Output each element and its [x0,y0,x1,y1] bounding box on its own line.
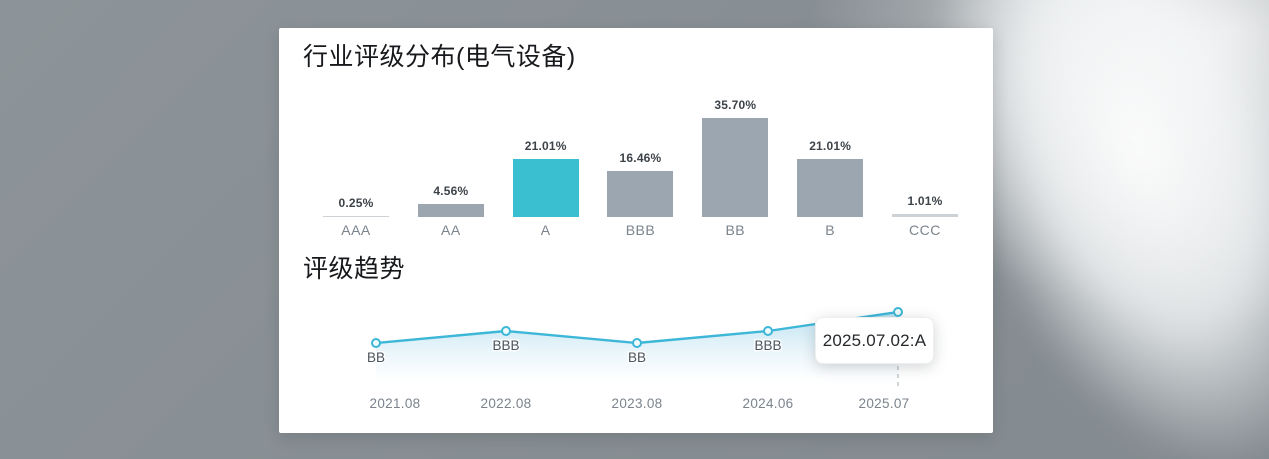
bar-category-label: A [540,222,551,238]
trend-x-axis: 2021.08 2022.08 2023.08 2024.06 2025.07 [279,396,993,416]
bar-AAA[interactable] [323,216,389,217]
bar-value-label: 16.46% [619,151,662,165]
bar-A[interactable] [512,159,579,217]
x-axis-label: 2025.07 [858,396,910,411]
point-rating-label: BB [367,350,385,365]
x-axis-label: 2023.08 [611,396,663,411]
trend-point-2023.08[interactable] [632,338,642,348]
x-axis-label: 2024.06 [742,396,794,411]
bar-value-label: 35.70% [714,98,757,112]
bar-value-label: 4.56% [433,184,469,198]
rating-panel: 行业评级分布(电气设备) 0.25% AAA 4.56% AA 21.01% A 16.46… [279,28,993,433]
bar-group-CCC: 1.01% CCC [878,100,972,245]
trend-point-2024.06[interactable] [763,326,773,336]
point-rating-label: BBB [492,338,519,353]
distribution-title: 行业评级分布(电气设备) [303,43,576,71]
trend-point-2025.07[interactable] [893,307,903,317]
bar-group-AA: 4.56% AA [404,100,498,245]
bar-value-label: 1.01% [907,194,943,208]
bar-BB[interactable] [702,118,769,217]
bar-value-label: 21.01% [809,139,852,153]
bar-BBB[interactable] [607,171,674,217]
bar-group-BB: 35.70% BB [688,98,782,245]
bar-group-AAA: 0.25% AAA [309,100,403,245]
point-rating-label: BB [628,350,646,365]
bar-group-BBB: 16.46% BBB [593,100,687,245]
tooltip-text: 2025.07.02:A [822,330,927,350]
trend-point-2021.08[interactable] [371,338,381,348]
bar-CCC[interactable] [891,214,958,217]
bar-AA[interactable] [417,204,484,217]
bar-value-label: 21.01% [524,139,567,153]
bar-category-label: BB [725,222,746,238]
bar-B[interactable] [797,159,864,217]
bar-group-A: 21.01% A [499,100,593,245]
bar-group-B: 21.01% B [783,100,877,245]
point-rating-label: BBB [754,338,781,353]
x-axis-label: 2021.08 [369,396,421,411]
bar-value-label: 0.25% [338,196,374,210]
bar-category-label: CCC [909,222,941,238]
bar-category-label: AA [440,222,461,238]
rating-distribution-chart: 0.25% AAA 4.56% AA 21.01% A 16.46% BBB 35.70% BB 2… [279,98,993,245]
rating-trend-chart: BB BBB BB BBB 2021.08 2022.08 2023.08 2024.06 2… [279,294,993,426]
x-axis-label: 2022.08 [480,396,532,411]
bar-category-label: BBB [625,222,656,238]
bar-category-label: AAA [341,222,371,238]
trend-title: 评级趋势 [303,255,406,283]
trend-tooltip: 2025.07.02:A [815,317,934,364]
trend-point-2022.08[interactable] [501,326,511,336]
bar-category-label: B [825,222,836,238]
